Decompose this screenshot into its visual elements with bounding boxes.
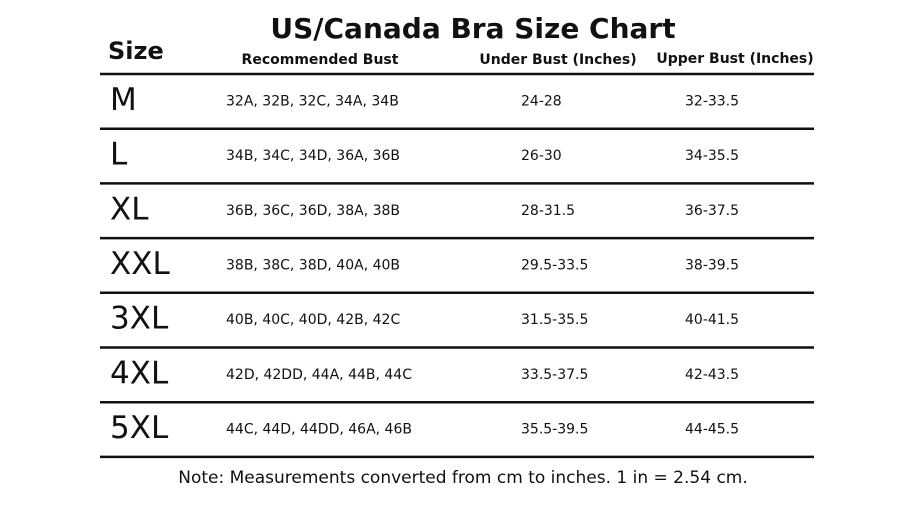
cell: 35.5-39.5 <box>521 422 588 438</box>
note: Note: Measurements converted from cm to … <box>178 468 748 488</box>
cell: 32-33.5 <box>685 93 739 109</box>
size-label: L <box>110 137 128 173</box>
cell: 33.5-37.5 <box>521 367 588 383</box>
size-label: XXL <box>110 246 170 282</box>
cell: 44C, 44D, 44DD, 46A, 46B <box>226 422 412 438</box>
size-label: 4XL <box>110 355 169 391</box>
column-header: Upper Bust (Inches) <box>656 51 813 67</box>
column-header: Size <box>108 37 164 65</box>
cell: 24-28 <box>521 93 562 109</box>
cell: 34B, 34C, 34D, 36A, 36B <box>226 148 400 164</box>
size-label: 5XL <box>110 410 169 446</box>
cell: 36B, 36C, 36D, 38A, 38B <box>226 203 400 219</box>
size-label: M <box>110 82 137 118</box>
cell: 26-30 <box>521 148 562 164</box>
cell: 36-37.5 <box>685 203 739 219</box>
cell: 40-41.5 <box>685 312 739 328</box>
size-label: XL <box>110 191 149 227</box>
cell: 38B, 38C, 38D, 40A, 40B <box>226 257 400 273</box>
cell: 38-39.5 <box>685 257 739 273</box>
cell: 34-35.5 <box>685 148 739 164</box>
cell: 42-43.5 <box>685 367 739 383</box>
cell: 28-31.5 <box>521 203 575 219</box>
column-header: Recommended Bust <box>242 52 399 68</box>
cell: 32A, 32B, 32C, 34A, 34B <box>226 93 399 109</box>
title: US/Canada Bra Size Chart <box>270 12 675 45</box>
cell: 29.5-33.5 <box>521 257 588 273</box>
cell: 44-45.5 <box>685 422 739 438</box>
size-label: 3XL <box>110 301 169 337</box>
cell: 42D, 42DD, 44A, 44B, 44C <box>226 367 412 383</box>
cell: 40B, 40C, 40D, 42B, 42C <box>226 312 400 328</box>
cell: 31.5-35.5 <box>521 312 588 328</box>
column-header: Under Bust (Inches) <box>479 52 636 68</box>
